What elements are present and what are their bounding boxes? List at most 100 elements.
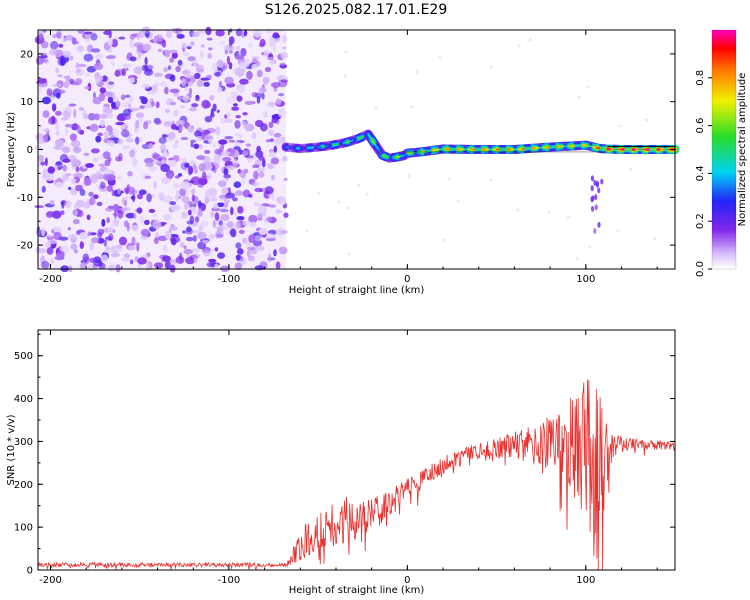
- noise-speckle: [343, 74, 347, 78]
- noise-blob: [215, 126, 221, 136]
- noise-blob: [224, 118, 233, 123]
- noise-blob: [179, 187, 186, 197]
- noise-blob: [144, 157, 154, 164]
- noise-blob: [130, 195, 135, 200]
- colorbar-strip: [712, 182, 736, 186]
- colorbar-strip: [712, 46, 736, 50]
- colorbar-strip: [712, 178, 736, 182]
- colorbar-strip: [712, 216, 736, 220]
- colorbar-tick-label: 0.2: [695, 213, 706, 229]
- noise-blob: [129, 39, 135, 48]
- noise-blob: [258, 43, 265, 48]
- noise-blob: [113, 96, 120, 103]
- noise-blob: [91, 48, 101, 53]
- colorbar-strip: [712, 223, 736, 227]
- noise-blob: [248, 214, 258, 224]
- y-tick-label: -20: [17, 241, 33, 252]
- noise-blob: [231, 106, 240, 111]
- noise-blob: [282, 155, 288, 161]
- noise-blob: [68, 233, 78, 240]
- noise-blob: [206, 37, 213, 41]
- noise-blob: [197, 241, 207, 250]
- noise-blob: [194, 130, 202, 138]
- colorbar-frame: [711, 29, 737, 270]
- y-tick-label: 0: [27, 566, 33, 577]
- noise-blob: [93, 63, 104, 71]
- noise-blob: [59, 246, 64, 252]
- noise-blob: [171, 52, 178, 59]
- noise-speckle: [548, 211, 551, 214]
- noise-blob: [226, 112, 231, 118]
- noise-blob: [275, 98, 282, 106]
- noise-blob: [214, 72, 221, 77]
- noise-blob: [78, 107, 84, 111]
- noise-blob: [164, 260, 171, 270]
- noise-blob: [220, 150, 231, 157]
- noise-blob: [205, 26, 212, 36]
- noise-blob: [69, 188, 78, 196]
- colorbar-strip: [712, 61, 736, 64]
- snr-x-axis-label: Height of straight line (km): [289, 585, 425, 596]
- noise-blob: [192, 59, 198, 67]
- colorbar-strip: [712, 37, 736, 41]
- noise-blob: [235, 45, 241, 51]
- noise-blob: [153, 72, 163, 78]
- noise-blob: [170, 101, 177, 106]
- noise-blob: [122, 145, 131, 150]
- noise-blob: [47, 239, 58, 245]
- noise-blob: [275, 261, 281, 270]
- noise-blob: [49, 48, 57, 56]
- noise-blob: [90, 173, 99, 180]
- noise-blob: [87, 113, 96, 121]
- noise-blob: [246, 70, 253, 80]
- noise-blob: [235, 242, 242, 249]
- spectrogram-x-axis-label: Height of straight line (km): [289, 285, 425, 296]
- noise-blob: [279, 62, 286, 66]
- noise-blob: [75, 166, 80, 172]
- colorbar-strip: [712, 144, 736, 148]
- ridge-spur-blob: [593, 228, 597, 234]
- noise-blob: [193, 143, 200, 150]
- noise-speckle: [586, 85, 590, 89]
- noise-blob: [235, 115, 241, 119]
- noise-blob: [213, 154, 221, 162]
- noise-blob: [144, 175, 152, 179]
- noise-blob: [179, 157, 187, 163]
- noise-blob: [215, 230, 221, 239]
- noise-blob: [164, 86, 169, 95]
- noise-blob: [280, 51, 289, 60]
- noise-blob: [188, 180, 195, 184]
- colorbar-strip: [712, 135, 736, 139]
- ridge-segment: [331, 143, 337, 146]
- colorbar-tick-label: 0.0: [695, 261, 706, 277]
- noise-blob: [207, 53, 213, 59]
- noise-speckle: [346, 206, 350, 210]
- noise-blob: [164, 49, 171, 58]
- noise-blob: [97, 228, 105, 235]
- noise-blob: [186, 74, 192, 79]
- y-tick-label: -10: [17, 193, 33, 204]
- noise-blob: [55, 131, 60, 136]
- noise-blob: [71, 37, 77, 45]
- noise-blob: [181, 211, 188, 219]
- colorbar-strip: [712, 154, 736, 158]
- noise-speckle: [618, 124, 622, 128]
- noise-blob: [153, 181, 157, 189]
- noise-blob: [254, 235, 263, 242]
- colorbar-strip: [712, 206, 736, 210]
- noise-blob: [221, 186, 229, 195]
- noise-blob: [214, 212, 220, 221]
- colorbar-strip: [712, 127, 736, 131]
- noise-blob: [268, 253, 272, 263]
- noise-blob: [144, 103, 154, 109]
- noise-blob: [162, 255, 171, 262]
- noise-blob: [254, 92, 263, 99]
- noise-speckle: [489, 178, 493, 182]
- noise-blob: [256, 182, 260, 187]
- noise-blob: [177, 124, 183, 134]
- noise-blob: [86, 214, 91, 221]
- noise-blob: [169, 74, 176, 82]
- noise-blob: [38, 33, 44, 40]
- x-tick-label: 0: [404, 274, 410, 285]
- noise-blob: [228, 139, 236, 143]
